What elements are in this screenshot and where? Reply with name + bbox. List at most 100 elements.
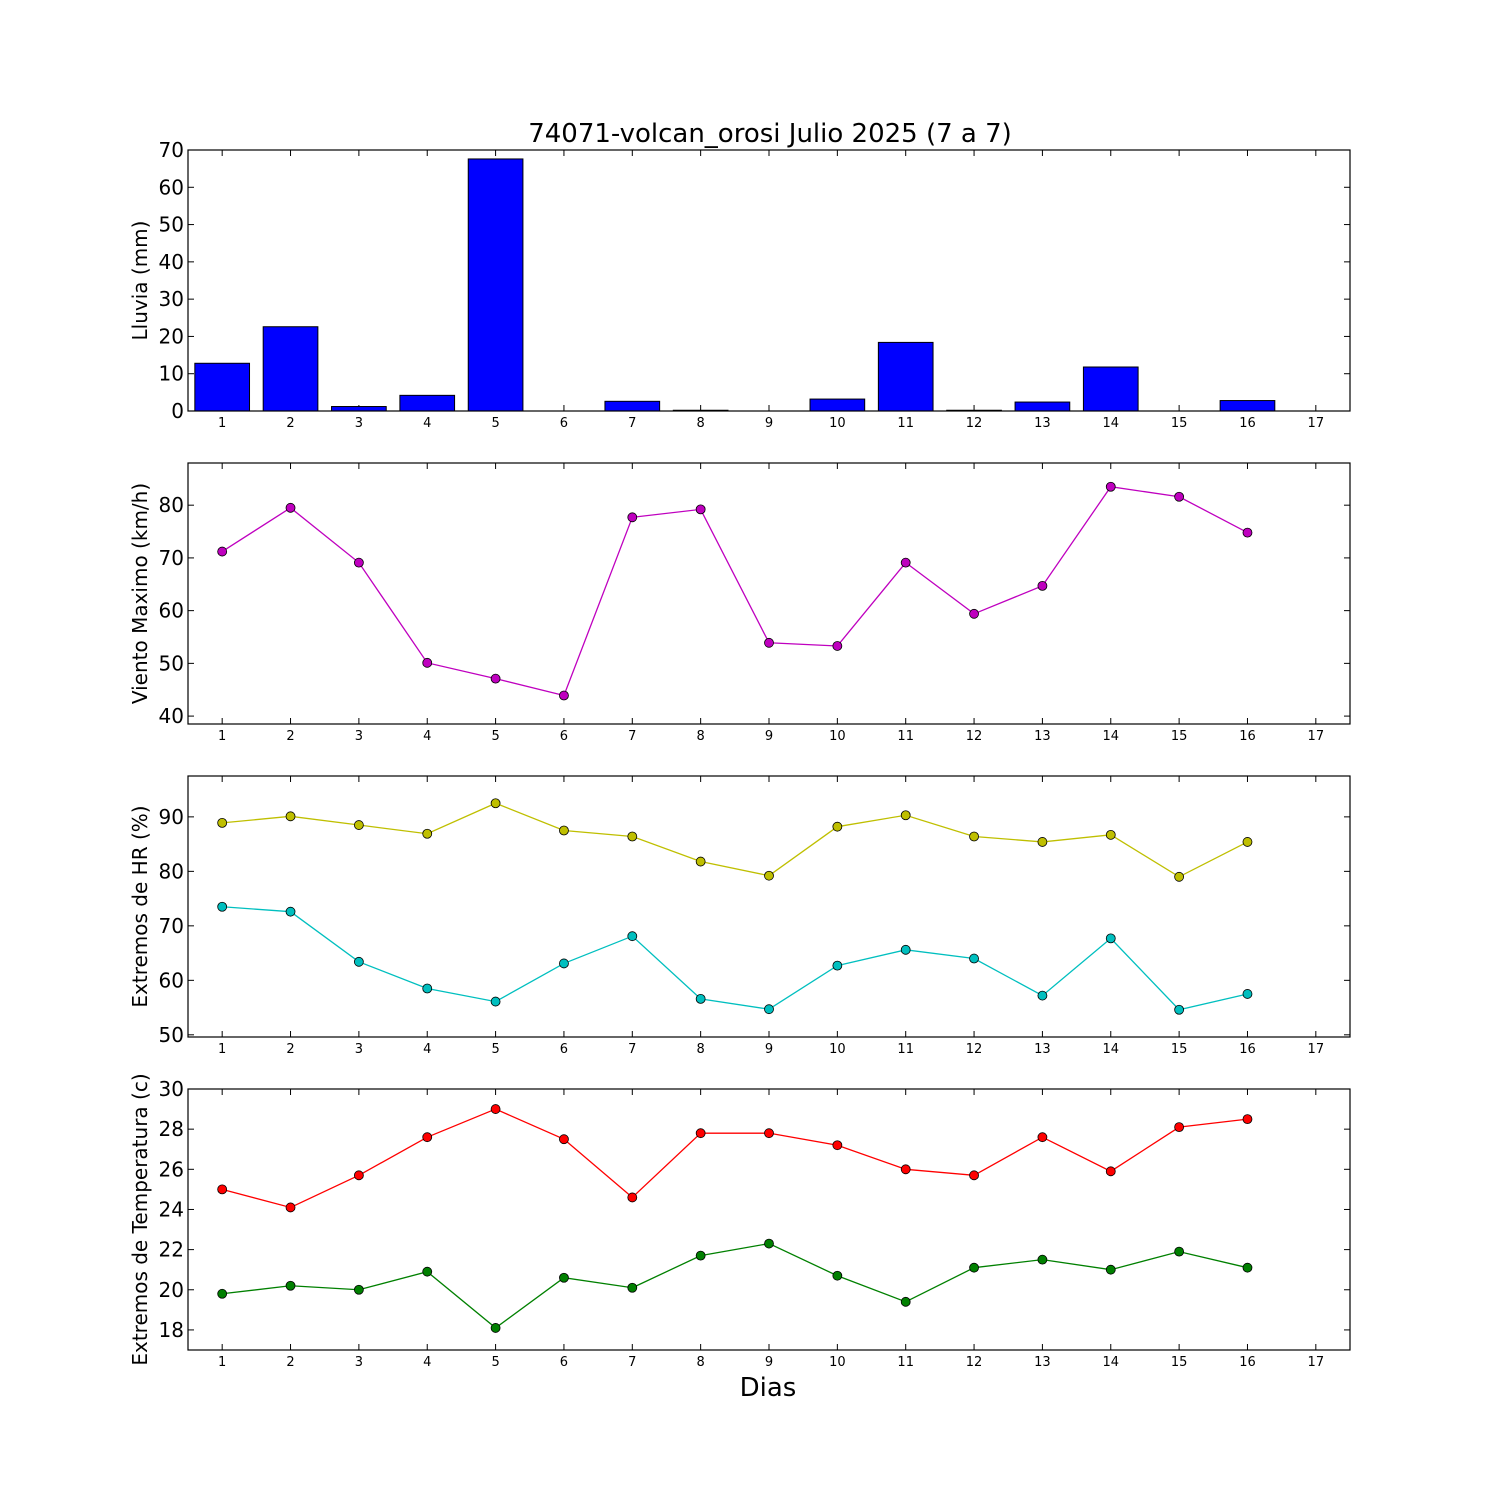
data-point [490,1323,501,1333]
x-tick-label: 4 [423,1355,431,1370]
data-point [353,1170,364,1181]
data-point [1242,1114,1253,1125]
data-point [1242,527,1253,538]
data-point [1242,1262,1253,1273]
data-point [1174,1122,1185,1133]
data-point [422,657,433,668]
x-tick-label: 5 [491,729,499,744]
x-tick-label: 5 [491,1042,499,1057]
series-line-1 [222,1108,1248,1209]
data-point [969,1262,979,1273]
data-point [217,546,228,557]
y-tick-label: 24 [159,1197,184,1221]
x-tick-label: 12 [966,1042,983,1057]
y-tick-label: 50 [159,651,184,675]
x-tick-label: 14 [1102,1355,1119,1370]
y-tick-label: 0 [171,399,184,423]
data-point [900,557,911,568]
x-tick-label: 13 [1034,1355,1051,1370]
data-point [353,1284,364,1295]
y-tick-label: 50 [159,1023,184,1047]
data-point [1037,1132,1048,1143]
x-tick-label: 7 [628,1355,636,1370]
x-tick-label: 5 [491,1355,499,1370]
data-point [627,931,638,942]
x-tick-label: 17 [1308,1042,1325,1057]
y-tick-label: 70 [159,546,184,570]
x-tick-label: 3 [355,729,363,744]
data-point [1105,1166,1116,1177]
data-point [422,828,433,839]
y-tick-label: 20 [159,324,184,348]
rain-bar [1219,400,1276,412]
x-tick-label: 6 [560,1042,568,1057]
x-tick-label: 14 [1102,729,1119,744]
x-tick-label: 10 [829,1042,846,1057]
data-point [900,944,911,955]
x-tick-label: 12 [966,1355,983,1370]
data-point [1037,580,1048,591]
y-axis-label: Lluvia (mm) [128,221,152,341]
x-tick-label: 15 [1171,1042,1188,1057]
y-axis-label: Extremos de HR (%) [128,805,152,1007]
x-tick-label: 1 [218,729,226,744]
rain-bar [877,341,934,412]
data-point [353,956,364,967]
figure-title: 74071-volcan_orosi Julio 2025 (7 a 7) [528,119,1012,149]
x-tick-label: 4 [423,1042,431,1057]
x-tick-label: 17 [1308,416,1325,431]
data-point [217,1184,228,1195]
x-tick-label: 1 [218,1042,226,1057]
data-point [764,1238,774,1249]
y-tick-label: 50 [159,213,184,237]
x-tick-label: 17 [1308,1355,1325,1370]
x-tick-label: 15 [1171,729,1188,744]
y-tick-label: 70 [159,914,184,938]
data-point [969,953,979,964]
x-tick-label: 10 [829,416,846,431]
data-point [900,1164,911,1175]
data-point [695,1128,706,1139]
x-tick-label: 2 [286,416,294,431]
data-point [695,504,706,515]
x-tick-label: 11 [897,1042,914,1057]
data-point [832,1140,843,1151]
data-point [559,958,569,969]
x-tick-label: 17 [1308,729,1325,744]
y-tick-label: 20 [159,1278,184,1302]
x-tick-label: 8 [697,416,705,431]
data-point [559,690,569,701]
data-point [285,811,296,822]
x-tick-label: 16 [1239,1042,1256,1057]
y-tick-label: 30 [159,1077,184,1101]
data-point [422,983,433,994]
y-tick-label: 70 [159,138,184,162]
x-tick-label: 13 [1034,729,1051,744]
data-point [832,960,843,971]
data-point [627,831,638,842]
data-point [1105,829,1116,840]
data-point [1037,1254,1048,1265]
data-point [490,1104,501,1114]
x-tick-label: 4 [423,416,431,431]
rain-bar [604,400,661,412]
x-tick-label: 11 [897,416,914,431]
rain-bar [1082,366,1139,412]
x-tick-label: 14 [1102,416,1119,431]
data-point [422,1266,433,1277]
x-tick-label: 9 [765,416,773,431]
x-tick-label: 15 [1171,416,1188,431]
rain-bar [262,326,319,412]
rain-bar [331,406,387,412]
data-point [627,1192,638,1203]
x-tick-label: 16 [1239,416,1256,431]
data-point [764,637,774,648]
x-tick-label: 7 [628,729,636,744]
data-point [559,825,569,836]
y-tick-label: 26 [159,1157,184,1181]
data-point [217,817,228,828]
